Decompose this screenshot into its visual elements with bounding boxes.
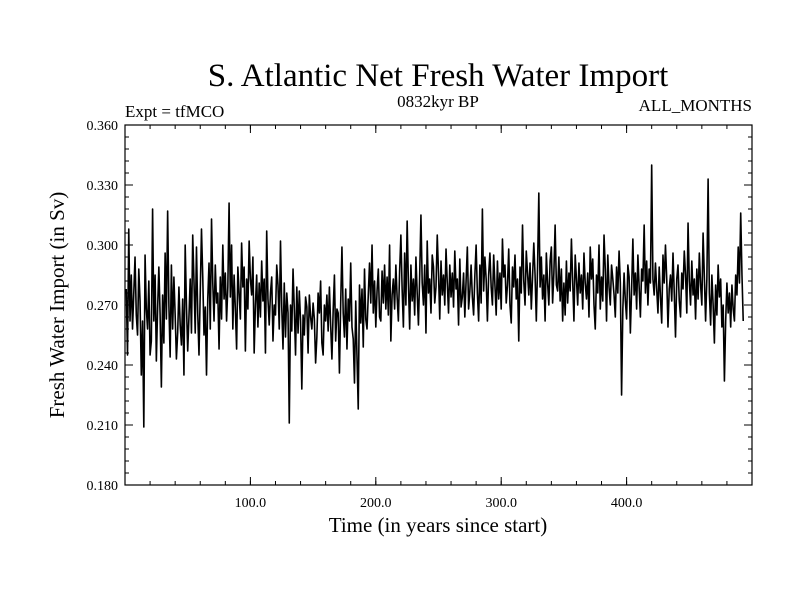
x-tick-label: 100.0 bbox=[235, 496, 267, 511]
y-tick-label: 0.180 bbox=[87, 479, 119, 494]
plot-frame bbox=[124, 124, 753, 486]
months-label: ALL_MONTHS bbox=[639, 96, 752, 115]
y-tick-label: 0.240 bbox=[87, 359, 119, 374]
x-tick-label: 300.0 bbox=[485, 496, 517, 511]
tick-labels: 0.180 0.210 0.240 0.270 0.300 0.330 0.360 100.0… bbox=[87, 119, 643, 511]
y-tick-label: 0.300 bbox=[87, 239, 119, 254]
x-axis-label: Time (in years since start) bbox=[329, 513, 548, 537]
series-line-fresh_water_import bbox=[125, 164, 745, 428]
x-tick-label: 200.0 bbox=[360, 496, 392, 511]
y-axis-label: Fresh Water Import (in Sv) bbox=[45, 192, 69, 419]
y-tick-label: 0.210 bbox=[87, 419, 119, 434]
x-tick-label: 400.0 bbox=[611, 496, 643, 511]
y-tick-label: 0.330 bbox=[87, 179, 119, 194]
chart-title: S. Atlantic Net Fresh Water Import bbox=[208, 58, 669, 94]
period-label: 0832kyr BP bbox=[397, 92, 479, 111]
y-tick-label: 0.270 bbox=[87, 299, 119, 314]
experiment-label: Expt = tfMCO bbox=[125, 102, 224, 121]
series-layer bbox=[125, 164, 745, 428]
y-tick-label: 0.360 bbox=[87, 119, 119, 134]
